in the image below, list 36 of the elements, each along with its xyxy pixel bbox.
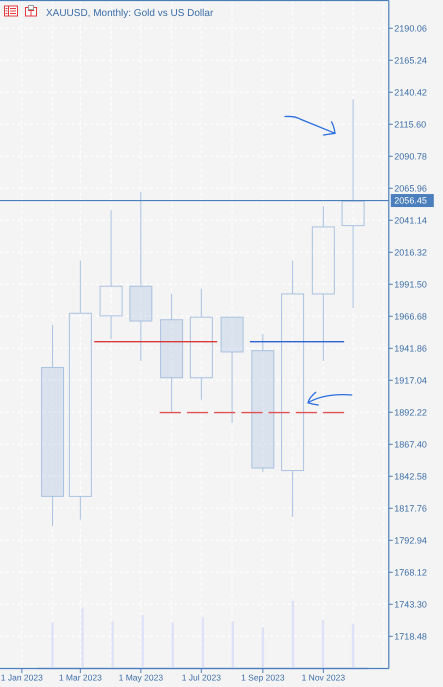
x-tick-label: 1 May 2023: [118, 672, 164, 682]
y-tick-label: 1768.12: [394, 567, 427, 578]
y-tick-label: 1917.04: [394, 375, 427, 386]
ref-line-label: 2056.45: [394, 196, 427, 206]
x-tick-label: 1 Jan 2023: [0, 672, 44, 682]
x-tick-label: 1 Sep 2023: [241, 672, 285, 682]
candlestick: [312, 206, 335, 362]
y-tick-label: 2065.96: [394, 183, 427, 194]
candlestick: [190, 288, 213, 400]
y-tick-label: 1867.40: [394, 439, 427, 450]
candlestick: [160, 293, 184, 414]
candlestick: [41, 324, 64, 527]
y-tick-label: 1842.58: [394, 471, 427, 482]
y-tick-label: 1941.86: [394, 343, 427, 354]
candlestick: [251, 333, 274, 472]
x-tick-label: 1 Jul 2023: [182, 672, 222, 682]
y-tick-label: 2190.06: [394, 23, 427, 34]
x-tick-label: 1 Nov 2023: [302, 672, 346, 682]
candlestick: [342, 98, 365, 309]
x-tick-label: 1 Mar 2023: [58, 672, 102, 682]
y-tick-label: 1817.76: [394, 503, 427, 514]
y-tick-label: 2041.14: [394, 215, 427, 226]
y-tick-label: 1892.22: [394, 407, 427, 418]
y-tick-label: 1743.30: [394, 599, 427, 610]
y-tick-label: 2140.42: [394, 87, 427, 98]
candlestick: [129, 192, 152, 362]
y-tick-label: 1966.68: [394, 311, 427, 322]
y-tick-label: 1718.48: [394, 631, 427, 642]
y-tick-label: 2115.60: [394, 119, 426, 130]
candlestick: [100, 210, 123, 340]
y-tick-label: 2090.78: [394, 151, 427, 162]
y-tick-label: 1991.50: [394, 279, 427, 290]
y-tick-label: 2165.24: [394, 55, 427, 66]
text: XAUUSD, Monthly: Gold vs US Dollar: [46, 8, 214, 19]
y-tick-label: 2016.32: [394, 247, 427, 258]
y-tick-label: 1792.94: [394, 535, 427, 546]
